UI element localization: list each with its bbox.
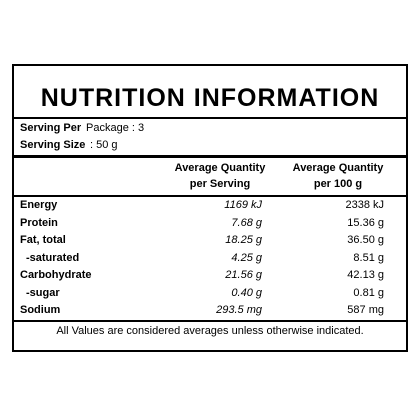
per-100g: 42.13 g [347,269,384,281]
divider [12,155,408,158]
per-100g: 36.50 g [347,234,384,246]
column-header: per Serving [189,178,251,190]
per-serving: 1169 kJ [224,199,262,211]
per-100g: 15.36 g [347,216,384,229]
column-header: Average Quantity [174,162,266,174]
per-serving: 4.25 g [231,251,262,264]
per-100g: 8.51 g [353,251,384,264]
label-border [12,64,408,352]
title: NUTRITION INFORMATION [40,84,380,112]
per-serving: 18.25 g [225,234,262,246]
serving-label: Serving Per [20,122,82,134]
divider [12,195,408,197]
per-serving: 0.40 g [231,286,262,299]
divider [12,320,408,322]
nutrient-name: Fat, total [20,234,66,246]
nutrient-name: -saturated [26,251,80,264]
nutrient-name: Carbohydrate [20,269,92,281]
per-serving: 21.56 g [225,269,262,281]
nutrient-name: -sugar [26,286,60,299]
divider [12,117,408,119]
per-serving: 7.68 g [231,216,262,229]
serving-label: Serving Size [20,139,86,151]
column-header: Average Quantity [292,162,384,174]
nutrient-name: Protein [20,216,58,229]
per-100g: 587 mg [347,304,384,316]
per-serving: 293.5 mg [216,304,262,316]
nutrient-name: Energy [20,199,58,211]
serving-value: Package : 3 [86,122,145,134]
per-100g: 2338 kJ [345,199,384,211]
footer-note: All Values are considered averages unles… [56,325,364,337]
column-header: per 100 g [313,178,363,190]
serving-value: : 50 g [90,139,118,151]
nutrient-name: Sodium [20,304,61,316]
per-100g: 0.81 g [353,286,384,299]
